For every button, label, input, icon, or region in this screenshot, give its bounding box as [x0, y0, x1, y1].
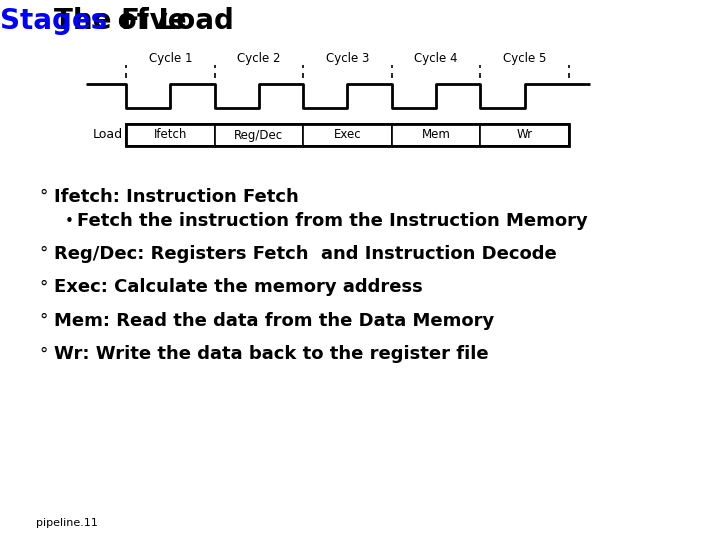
Text: °: °	[40, 345, 48, 363]
Text: Load: Load	[92, 129, 122, 141]
FancyBboxPatch shape	[303, 124, 392, 146]
Text: °: °	[40, 312, 48, 330]
FancyBboxPatch shape	[392, 124, 480, 146]
Text: •: •	[65, 214, 73, 229]
Text: Ifetch: Ifetch	[153, 129, 187, 141]
Text: Reg/Dec: Registers Fetch  and Instruction Decode: Reg/Dec: Registers Fetch and Instruction…	[54, 245, 557, 263]
Text: °: °	[40, 278, 48, 296]
Text: Wr: Write the data back to the register file: Wr: Write the data back to the register …	[54, 345, 489, 363]
Text: Stages: Stages	[0, 7, 107, 35]
FancyBboxPatch shape	[215, 124, 303, 146]
FancyBboxPatch shape	[126, 124, 215, 146]
FancyBboxPatch shape	[480, 124, 569, 146]
Text: Mem: Read the data from the Data Memory: Mem: Read the data from the Data Memory	[54, 312, 494, 330]
Text: Cycle 5: Cycle 5	[503, 52, 546, 65]
Text: Mem: Mem	[421, 129, 451, 141]
Text: Cycle 4: Cycle 4	[414, 52, 458, 65]
Text: Cycle 1: Cycle 1	[148, 52, 192, 65]
Text: Ifetch: Instruction Fetch: Ifetch: Instruction Fetch	[54, 188, 299, 206]
Text: The Five: The Five	[54, 7, 197, 35]
Text: Wr: Wr	[516, 129, 533, 141]
Text: Cycle 3: Cycle 3	[325, 52, 369, 65]
Text: Fetch the instruction from the Instruction Memory: Fetch the instruction from the Instructi…	[77, 212, 588, 231]
Text: °: °	[40, 245, 48, 263]
Text: pipeline.11: pipeline.11	[36, 518, 98, 528]
Text: °: °	[40, 188, 48, 206]
Text: Reg/Dec: Reg/Dec	[234, 129, 284, 141]
Text: of Load: of Load	[107, 7, 233, 35]
Text: Cycle 2: Cycle 2	[237, 52, 281, 65]
Text: Exec: Calculate the memory address: Exec: Calculate the memory address	[54, 278, 423, 296]
Text: Exec: Exec	[333, 129, 361, 141]
